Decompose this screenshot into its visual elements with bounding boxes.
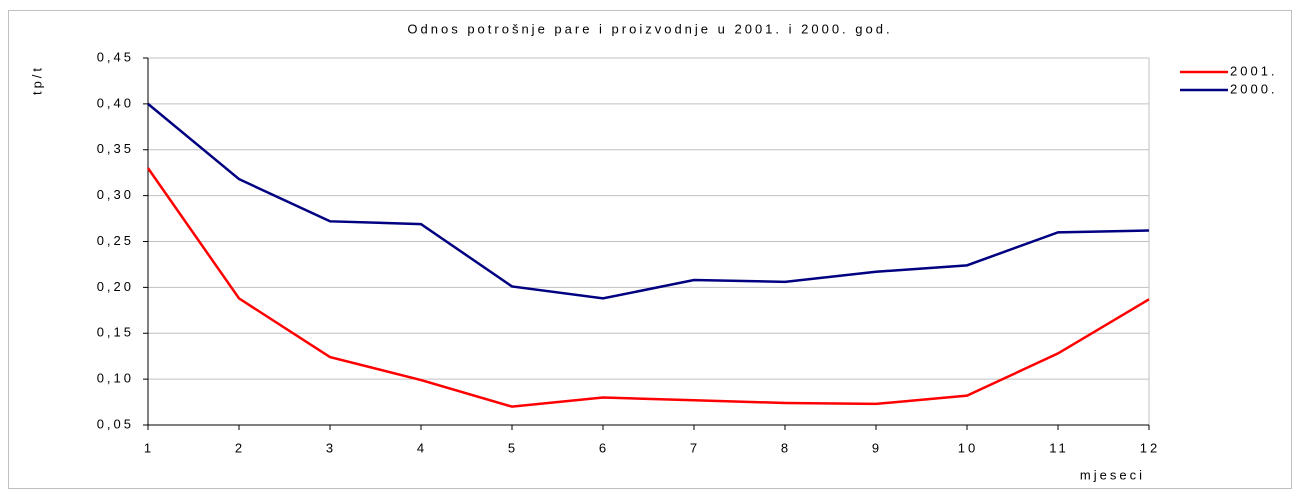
series-line xyxy=(146,167,1150,408)
chart-title: Odnos potrošnje pare i proizvodnje u 200… xyxy=(407,21,892,36)
y-tick-label: 0,05 xyxy=(97,416,134,431)
x-tick-label: 5 xyxy=(508,440,518,455)
y-tick-label: 0,20 xyxy=(97,279,134,294)
legend-label: 2000. xyxy=(1230,81,1278,96)
series-line xyxy=(147,102,1150,300)
y-tick-label: 0,35 xyxy=(97,141,134,156)
x-tick-label: 4 xyxy=(417,440,427,455)
x-tick-label: 6 xyxy=(599,440,609,455)
y-tick-label: 0,10 xyxy=(97,371,134,386)
x-tick-label: 2 xyxy=(235,440,245,455)
x-tick-label: 7 xyxy=(690,440,700,455)
y-tick-label: 0,15 xyxy=(97,325,134,340)
y-tick-label: 0,40 xyxy=(97,95,134,110)
x-tick-label: 1 xyxy=(144,440,154,455)
x-tick-label: 10 xyxy=(958,440,978,455)
y-tick-label: 0,25 xyxy=(97,233,134,248)
chart-frame xyxy=(8,10,1292,489)
x-tick-label: 8 xyxy=(781,440,791,455)
y-tick-label: 0,45 xyxy=(97,49,134,64)
x-tick-label: 12 xyxy=(1140,440,1160,455)
x-tick-label: 9 xyxy=(872,440,882,455)
x-tick-label: 11 xyxy=(1049,440,1069,455)
legend-label: 2001. xyxy=(1230,63,1278,78)
x-tick-label: 3 xyxy=(326,440,336,455)
y-axis-label: tp/t xyxy=(29,65,44,95)
y-tick-label: 0,30 xyxy=(97,187,134,202)
x-axis-label: mjeseci xyxy=(1080,467,1145,482)
